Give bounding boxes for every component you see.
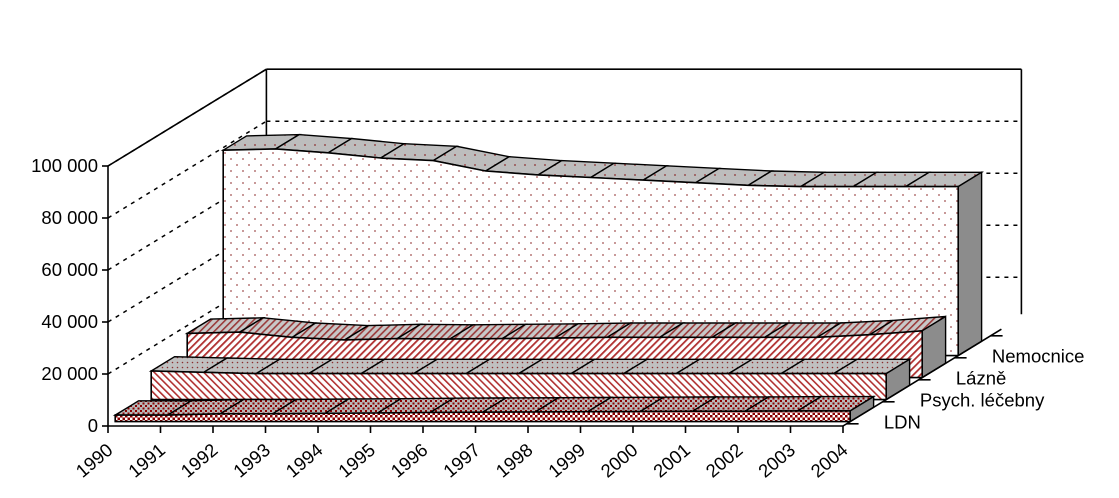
gridline-side-80000 <box>107 120 267 219</box>
y-axis: 0 20 000 40 000 60 000 80 000 100 000 <box>31 155 109 436</box>
x-tick-label: 1998 <box>492 439 537 482</box>
series-front-face <box>150 370 888 401</box>
series-front-face <box>222 148 960 357</box>
x-tick-label: 1991 <box>124 439 169 482</box>
y-tick-label: 60 000 <box>41 259 98 280</box>
chart-walls <box>107 68 1023 375</box>
x-tick-label: 1994 <box>282 439 327 482</box>
depth-label-ldn: LDN <box>884 411 921 432</box>
x-tick-label: 1997 <box>439 439 484 482</box>
x-tick-label: 1990 <box>72 439 117 482</box>
series-ldn <box>112 395 877 423</box>
y-tick-label: 0 <box>88 415 98 436</box>
y-tick-label: 80 000 <box>41 207 98 228</box>
gridline-side-100000 <box>107 68 267 167</box>
series-nemocnice <box>220 133 985 357</box>
depth-label-psych-l-ebny: Psych. léčebny <box>920 389 1045 410</box>
depth-label-nemocnice: Nemocnice <box>992 345 1085 366</box>
x-tick-label: 2004 <box>807 439 852 482</box>
x-tick-label: 2001 <box>649 439 694 482</box>
depth-label-l-zn-: Lázně <box>956 367 1006 388</box>
y-tick-label: 100 000 <box>31 155 98 176</box>
series-layer <box>112 133 985 423</box>
series-front-face <box>114 410 852 423</box>
series-psych-l-ebny <box>148 355 913 401</box>
x-tick-label: 2000 <box>597 439 642 482</box>
x-tick-label: 1999 <box>544 439 589 482</box>
x-tick-label: 1995 <box>334 439 379 482</box>
y-tick-label: 40 000 <box>41 311 98 332</box>
y-tick-label: 20 000 <box>41 363 98 384</box>
x-tick-label: 1996 <box>387 439 432 482</box>
x-tick-label: 1993 <box>229 439 274 482</box>
series-right-cap <box>957 171 983 357</box>
depth-axis-line <box>842 328 1002 427</box>
x-axis: 1990 1991 1992 1993 1994 1995 1996 1997 1998 1999… <box>72 425 852 482</box>
x-tick-label: 2003 <box>754 439 799 482</box>
x-tick-label: 2002 <box>702 439 747 482</box>
x-tick-label: 1992 <box>177 439 222 482</box>
